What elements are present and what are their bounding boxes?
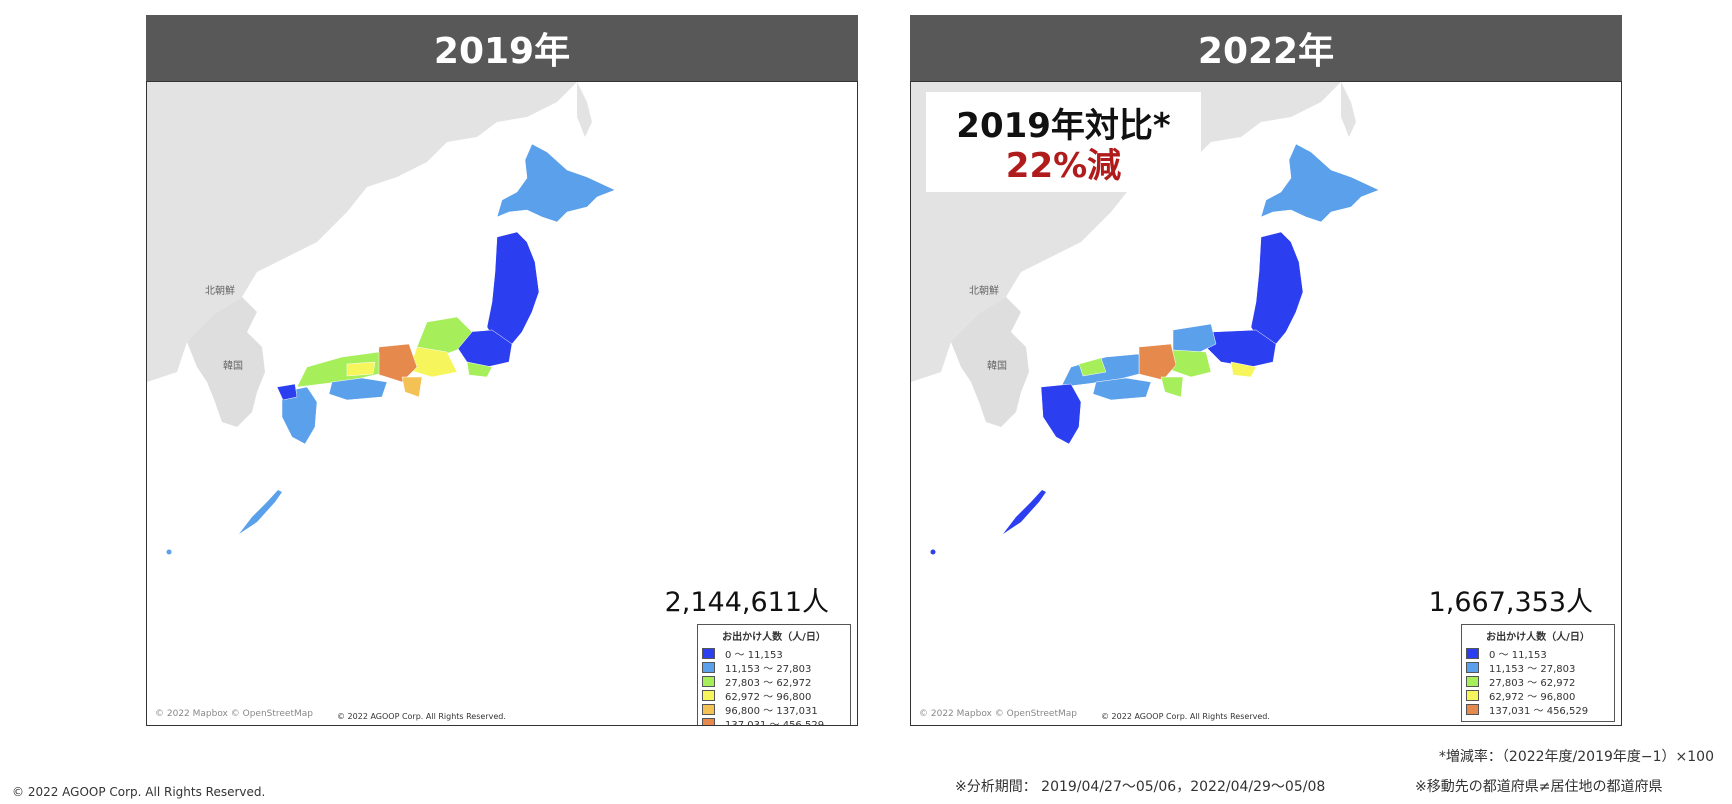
legend-label: 137,031 ～ 456,529 <box>725 719 825 726</box>
panel-header-2019: 2019年 <box>146 15 858 81</box>
ryukyu-islands <box>1003 490 1046 534</box>
legend-label: 62,972 ～ 96,800 <box>1489 691 1576 703</box>
legend-item: 137,031 ～ 456,529 <box>1466 702 1610 717</box>
kansai <box>1138 343 1177 381</box>
legend-swatch <box>702 647 715 659</box>
legend-item: 11,153 ～ 27,803 <box>702 660 846 675</box>
agoop-credit: © 2022 AGOOP Corp. All Rights Reserved. <box>1101 712 1270 721</box>
hokkaido <box>496 143 616 223</box>
callout-decrease-value: 22%減 <box>1005 146 1122 186</box>
north-korea-label: 北朝鮮 <box>969 284 999 297</box>
legend-swatch <box>702 689 715 701</box>
legend-swatch <box>702 675 715 687</box>
korea-peninsula <box>187 297 265 427</box>
tohoku <box>1250 231 1304 345</box>
tokyo-area <box>466 361 493 378</box>
legend-swatch <box>1466 661 1479 673</box>
chugoku-west <box>1078 357 1107 377</box>
agoop-credit: © 2022 AGOOP Corp. All Rights Reserved. <box>337 712 506 721</box>
legend-2019: お出かけ人数（人/日） 0 ～ 11,153 11,153 ～ 27,803 2… <box>697 624 851 726</box>
ryukyu-islands <box>239 490 282 534</box>
legend-label: 11,153 ～ 27,803 <box>1489 663 1576 675</box>
legend-item: 62,972 ～ 96,800 <box>1466 688 1610 703</box>
sakhalin <box>577 82 592 137</box>
legend-item: 96,800 ～ 137,031 <box>702 702 846 717</box>
hokkaido <box>1260 143 1380 223</box>
south-korea-label: 韓国 <box>223 360 243 372</box>
north-korea-label: 北朝鮮 <box>205 284 235 297</box>
rate-footnote: *増減率：（2022年度/2019年度−1）×100 <box>1438 749 1714 765</box>
kyushu-north <box>276 383 298 401</box>
callout-comparison-label: 2019年対比* <box>956 106 1171 146</box>
mapbox-credit: © 2022 Mapbox © OpenStreetMap <box>155 709 313 719</box>
map-panel-2022: 2022年 北朝鮮 韓国 2019年対比* 22%減 1, <box>910 15 1622 733</box>
legend-item: 0 ～ 11,153 <box>702 646 846 661</box>
legend-swatch <box>1466 647 1479 659</box>
legend-title: お出かけ人数（人/日） <box>722 632 826 643</box>
okinawa-dot <box>930 549 936 555</box>
legend-label: 27,803 ～ 62,972 <box>1489 677 1576 689</box>
legend-swatch <box>1466 703 1479 715</box>
chugoku-east <box>346 361 376 377</box>
tokyo-area <box>1230 361 1257 378</box>
mapbox-credit: © 2022 Mapbox © OpenStreetMap <box>919 709 1077 719</box>
chubu-south <box>1170 349 1212 378</box>
legend-item: 11,153 ～ 27,803 <box>1466 660 1610 675</box>
legend-swatch <box>702 703 715 715</box>
kii <box>401 376 423 398</box>
korea-peninsula <box>951 297 1029 427</box>
panel-header-2022: 2022年 <box>910 15 1622 81</box>
legend-swatch <box>1466 689 1479 701</box>
map-2022: 北朝鮮 韓国 2019年対比* 22%減 1,667,353人 お出かけ人数（人… <box>910 81 1622 726</box>
kyushu <box>281 386 318 445</box>
legend-label: 0 ～ 11,153 <box>725 649 783 661</box>
legend-label: 11,153 ～ 27,803 <box>725 663 812 675</box>
legend-item: 0 ～ 11,153 <box>1466 646 1610 661</box>
legend-item: 137,031 ～ 456,529 <box>702 716 846 726</box>
comparison-callout: 2019年対比* 22%減 <box>926 92 1201 192</box>
total-visitors-2022: 1,667,353人 <box>1428 587 1593 618</box>
legend-label: 96,800 ～ 137,031 <box>725 705 818 717</box>
legend-item: 27,803 ～ 62,972 <box>1466 674 1610 689</box>
copyright: © 2022 AGOOP Corp. All Rights Reserved. <box>12 785 266 799</box>
kii <box>1160 376 1184 398</box>
tohoku <box>486 231 540 345</box>
map-2019: 北朝鮮 韓国 <box>146 81 858 726</box>
shikoku <box>1092 377 1152 401</box>
legend-label: 0 ～ 11,153 <box>1489 649 1547 661</box>
legend-2022: お出かけ人数（人/日） 0 ～ 11,153 11,153 ～ 27,803 2… <box>1461 624 1615 722</box>
legend-title: お出かけ人数（人/日） <box>1486 632 1590 643</box>
legend-item: 62,972 ～ 96,800 <box>702 688 846 703</box>
legend-label: 137,031 ～ 456,529 <box>1489 705 1589 717</box>
legend-swatch <box>702 661 715 673</box>
chubu-north <box>1172 323 1217 355</box>
kanto <box>456 329 513 368</box>
period-footnote: ※分析期間： 2019/04/27～05/06，2022/04/29～05/08 <box>955 779 1326 795</box>
kansai <box>376 343 418 383</box>
kyushu <box>1040 383 1082 445</box>
legend-item: 27,803 ～ 62,972 <box>702 674 846 689</box>
map-panel-2019: 2019年 北朝鮮 韓国 <box>146 15 858 733</box>
prefecture-footnote: ※移動先の都道府県≠居住地の都道府県 <box>1415 779 1663 795</box>
asia-landmass <box>147 82 577 382</box>
legend-label: 27,803 ～ 62,972 <box>725 677 812 689</box>
legend-swatch <box>702 717 715 725</box>
shikoku <box>328 377 388 401</box>
legend-swatch <box>1466 675 1479 687</box>
legend-label: 62,972 ～ 96,800 <box>725 691 812 703</box>
okinawa-dot <box>166 549 172 555</box>
south-korea-label: 韓国 <box>987 360 1007 372</box>
japan-map-2019: 北朝鮮 韓国 <box>147 82 616 555</box>
sakhalin <box>1341 82 1356 137</box>
kanto <box>1205 329 1277 368</box>
total-visitors-2019: 2,144,611人 <box>664 587 829 618</box>
